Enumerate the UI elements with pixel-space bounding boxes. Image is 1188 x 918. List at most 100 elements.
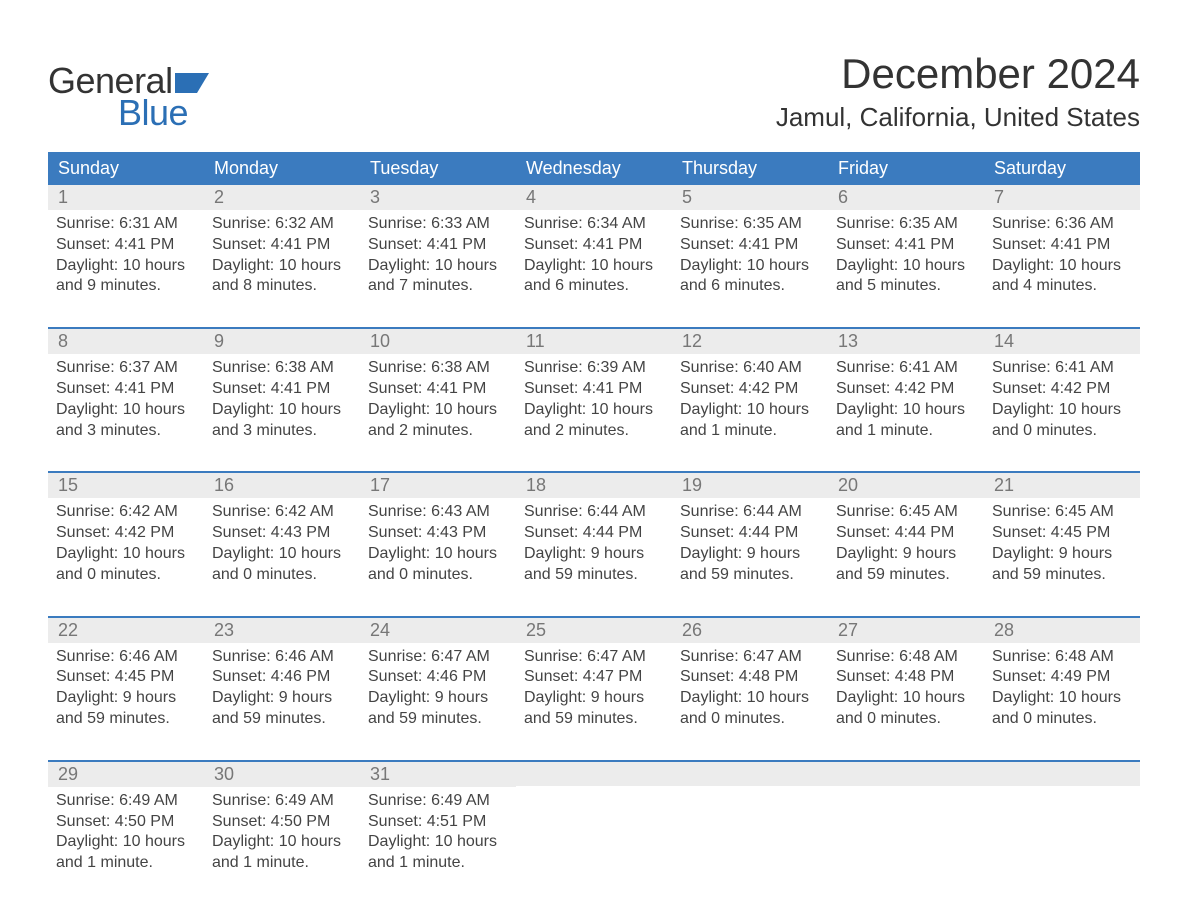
day-cell: 1Sunrise: 6:31 AMSunset: 4:41 PMDaylight… <box>48 185 204 297</box>
day-info: Sunrise: 6:44 AMSunset: 4:44 PMDaylight:… <box>524 498 664 585</box>
day-number-bar <box>516 762 672 786</box>
info-line: Daylight: 9 hours <box>212 688 352 709</box>
day-info: Sunrise: 6:40 AMSunset: 4:42 PMDaylight:… <box>680 354 820 441</box>
day-number: 30 <box>214 764 234 784</box>
info-line: Sunrise: 6:45 AM <box>836 502 976 523</box>
day-info: Sunrise: 6:41 AMSunset: 4:42 PMDaylight:… <box>836 354 976 441</box>
day-number: 19 <box>682 475 702 495</box>
info-line: Sunset: 4:41 PM <box>524 235 664 256</box>
day-cell: 27Sunrise: 6:48 AMSunset: 4:48 PMDayligh… <box>828 618 984 730</box>
info-line: Daylight: 10 hours <box>368 544 508 565</box>
info-line: Sunrise: 6:33 AM <box>368 214 508 235</box>
info-line: and 0 minutes. <box>992 709 1132 730</box>
day-number: 2 <box>214 187 224 207</box>
day-cell: 7Sunrise: 6:36 AMSunset: 4:41 PMDaylight… <box>984 185 1140 297</box>
day-number-bar: 17 <box>360 473 516 498</box>
day-number: 23 <box>214 620 234 640</box>
info-line: Sunset: 4:44 PM <box>680 523 820 544</box>
info-line: and 59 minutes. <box>680 565 820 586</box>
weekday-header-row: SundayMondayTuesdayWednesdayThursdayFrid… <box>48 152 1140 185</box>
info-line: Sunset: 4:42 PM <box>680 379 820 400</box>
day-number: 17 <box>370 475 390 495</box>
day-cell: 26Sunrise: 6:47 AMSunset: 4:48 PMDayligh… <box>672 618 828 730</box>
info-line: and 0 minutes. <box>212 565 352 586</box>
day-number-bar <box>984 762 1140 786</box>
weekday-header: Tuesday <box>360 152 516 185</box>
day-number-bar: 2 <box>204 185 360 210</box>
day-number-bar <box>828 762 984 786</box>
weekday-header: Saturday <box>984 152 1140 185</box>
info-line: Daylight: 10 hours <box>368 832 508 853</box>
info-line: Sunrise: 6:32 AM <box>212 214 352 235</box>
info-line: Daylight: 9 hours <box>56 688 196 709</box>
info-line: Sunrise: 6:31 AM <box>56 214 196 235</box>
info-line: and 59 minutes. <box>212 709 352 730</box>
day-number-bar: 9 <box>204 329 360 354</box>
day-info: Sunrise: 6:38 AMSunset: 4:41 PMDaylight:… <box>212 354 352 441</box>
info-line: Sunset: 4:46 PM <box>368 667 508 688</box>
info-line: Sunset: 4:48 PM <box>836 667 976 688</box>
info-line: Sunrise: 6:42 AM <box>212 502 352 523</box>
day-cell: 21Sunrise: 6:45 AMSunset: 4:45 PMDayligh… <box>984 473 1140 585</box>
day-cell: 22 Sunrise: 6:46 AMSunset: 4:45 PMDayligh… <box>48 618 204 730</box>
day-cell <box>828 762 984 874</box>
info-line: Daylight: 10 hours <box>836 256 976 277</box>
day-info: Sunrise: 6:32 AMSunset: 4:41 PMDaylight:… <box>212 210 352 297</box>
calendar: SundayMondayTuesdayWednesdayThursdayFrid… <box>48 152 1140 874</box>
day-number-bar: 11 <box>516 329 672 354</box>
info-line: Sunrise: 6:44 AM <box>680 502 820 523</box>
info-line: and 4 minutes. <box>992 276 1132 297</box>
day-info: Sunrise: 6:46 AMSunset: 4:45 PMDaylight:… <box>56 643 196 730</box>
header-bar: General Blue December 2024 Jamul, Califo… <box>48 50 1140 134</box>
day-number-bar: 27 <box>828 618 984 643</box>
info-line: Daylight: 10 hours <box>680 400 820 421</box>
info-line: and 6 minutes. <box>524 276 664 297</box>
weekday-header: Thursday <box>672 152 828 185</box>
info-line: and 59 minutes. <box>368 709 508 730</box>
day-cell: 17Sunrise: 6:43 AMSunset: 4:43 PMDayligh… <box>360 473 516 585</box>
info-line: and 0 minutes. <box>56 565 196 586</box>
day-cell: 15 Sunrise: 6:42 AMSunset: 4:42 PMDayligh… <box>48 473 204 585</box>
day-number-bar: 16 <box>204 473 360 498</box>
day-number-bar: 21 <box>984 473 1140 498</box>
day-info: Sunrise: 6:48 AMSunset: 4:49 PMDaylight:… <box>992 643 1132 730</box>
day-info: Sunrise: 6:49 AMSunset: 4:51 PMDaylight:… <box>368 787 508 874</box>
info-line: Sunrise: 6:47 AM <box>524 647 664 668</box>
info-line: Sunrise: 6:35 AM <box>836 214 976 235</box>
info-line: Sunset: 4:42 PM <box>992 379 1132 400</box>
day-cell: 28Sunrise: 6:48 AMSunset: 4:49 PMDayligh… <box>984 618 1140 730</box>
day-cell: 20Sunrise: 6:45 AMSunset: 4:44 PMDayligh… <box>828 473 984 585</box>
info-line: Daylight: 10 hours <box>524 400 664 421</box>
day-number: 22 <box>58 620 78 640</box>
info-line: Daylight: 10 hours <box>56 256 196 277</box>
info-line: Daylight: 10 hours <box>56 544 196 565</box>
info-line: Sunrise: 6:48 AM <box>992 647 1132 668</box>
day-number: 25 <box>526 620 546 640</box>
info-line: Sunset: 4:47 PM <box>524 667 664 688</box>
info-line: Daylight: 10 hours <box>368 256 508 277</box>
day-number: 7 <box>994 187 1004 207</box>
info-line: and 0 minutes. <box>836 709 976 730</box>
info-line: and 59 minutes. <box>524 565 664 586</box>
info-line: Sunset: 4:41 PM <box>680 235 820 256</box>
week-row: 15Sunrise: 6:42 AMSunset: 4:42 PMDayligh… <box>48 471 1140 585</box>
day-cell: 4Sunrise: 6:34 AMSunset: 4:41 PMDaylight… <box>516 185 672 297</box>
info-line: Sunset: 4:42 PM <box>56 523 196 544</box>
day-number-bar: 3 <box>360 185 516 210</box>
day-number: 15 <box>58 475 78 495</box>
info-line: Sunrise: 6:40 AM <box>680 358 820 379</box>
week-row: 29Sunrise: 6:49 AMSunset: 4:50 PMDayligh… <box>48 760 1140 874</box>
day-cell: 18Sunrise: 6:44 AMSunset: 4:44 PMDayligh… <box>516 473 672 585</box>
info-line: Daylight: 10 hours <box>680 256 820 277</box>
day-info: Sunrise: 6:47 AMSunset: 4:48 PMDaylight:… <box>680 643 820 730</box>
day-cell: 12Sunrise: 6:40 AMSunset: 4:42 PMDayligh… <box>672 329 828 441</box>
info-line: and 59 minutes. <box>56 709 196 730</box>
location-subtitle: Jamul, California, United States <box>776 102 1140 133</box>
info-line: and 0 minutes. <box>992 421 1132 442</box>
info-line: Sunrise: 6:44 AM <box>524 502 664 523</box>
info-line: Sunrise: 6:42 AM <box>56 502 196 523</box>
day-cell <box>672 762 828 874</box>
day-cell: 13Sunrise: 6:41 AMSunset: 4:42 PMDayligh… <box>828 329 984 441</box>
day-number: 24 <box>370 620 390 640</box>
info-line: Sunrise: 6:41 AM <box>992 358 1132 379</box>
